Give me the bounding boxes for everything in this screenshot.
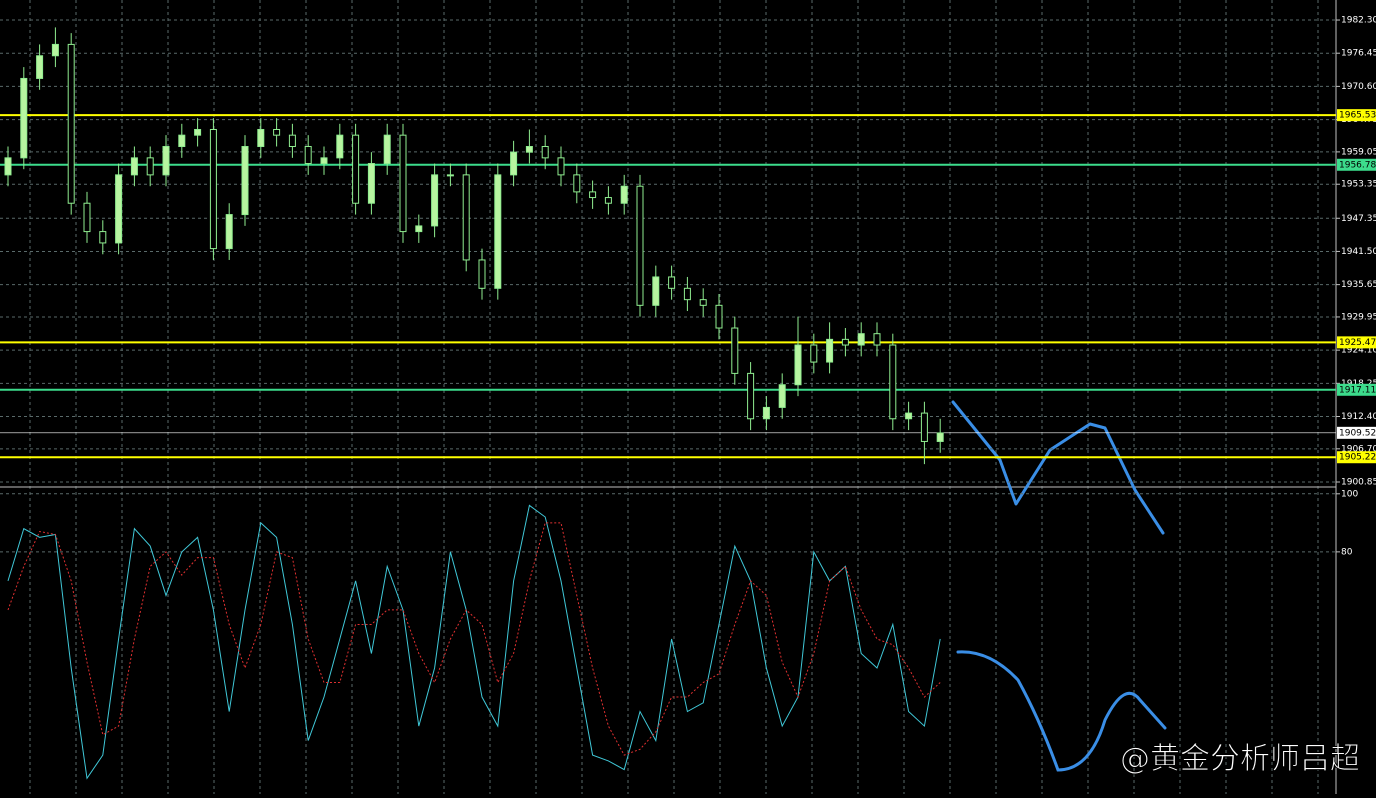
candle-body [826,338,834,363]
candle-body [336,134,344,159]
y-tick-label: 1912.40 [1341,412,1376,422]
candle-body [525,146,533,153]
watermark: @黄金分析师吕超 [1120,742,1360,777]
candle-body [241,146,249,216]
candle-body [288,134,296,148]
candle-body [541,146,549,159]
candle-body [320,157,328,165]
candle-body [367,163,375,204]
candle-body [668,276,676,289]
candle-body [130,157,138,176]
candle-body [699,299,707,306]
candle-body [178,134,186,148]
candle-body [936,432,944,442]
level-label: 1956.78 [1339,160,1376,170]
y-tick-label: 1924.10 [1341,346,1376,356]
candle-body [604,197,612,204]
candle-body [273,128,281,136]
candle-body [478,259,486,289]
candle-body [162,146,170,176]
candle-body [20,77,28,159]
candle-body [352,134,360,204]
candle-body [304,146,312,165]
vertical-grid [29,0,1319,794]
candle-body [873,333,881,346]
y-tick-label: 1976.45 [1341,49,1376,59]
y-tick-label: 1982.30 [1341,16,1376,26]
candle-body [51,43,59,57]
candle-body [810,344,818,363]
candle-body [747,372,755,420]
y-tick-label: 1970.60 [1341,82,1376,92]
level-label-bg [1337,426,1376,439]
y-tick-label: 80 [1341,547,1353,557]
candle-body [67,43,75,204]
candle-body [415,225,423,233]
level-label: 1925.47 [1339,338,1376,348]
y-tick-label: 100 [1341,489,1358,499]
candle-body [225,214,233,250]
candle-body [857,333,865,346]
level-label: 1909.52 [1339,428,1376,438]
candle-body [399,134,407,233]
oscillator-line [7,504,941,780]
candle-body [115,174,123,244]
level-label: 1965.53 [1339,111,1376,121]
candle-body [573,174,581,193]
candle-body [636,185,644,306]
candle-body [4,157,12,176]
candle-body [778,384,786,408]
y-tick-label: 1935.65 [1341,280,1376,290]
candle-body [731,327,739,374]
candle-body [146,157,154,176]
y-tick-label: 1953.35 [1341,180,1376,190]
candle-body [652,276,660,306]
candle-body [494,174,502,289]
y-tick-label: 1959.05 [1341,147,1376,157]
candle-body [194,128,202,136]
candle-body [431,174,439,227]
oscillator-line [7,522,941,756]
candle-body [889,344,897,420]
level-label-bg [1337,158,1376,171]
level-label: 1905.22 [1339,453,1376,463]
candle-body [905,412,913,420]
candle-body [510,151,518,176]
candle-body [383,134,391,165]
level-label-bg [1337,109,1376,122]
projection-price [951,400,1165,535]
candle-body [99,231,107,244]
level-label-bg [1337,383,1376,396]
y-tick-label: 1929.95 [1341,312,1376,322]
candle-body [36,55,44,79]
y-tick-label: 1947.35 [1341,214,1376,224]
candle-body [683,287,691,301]
level-label-bg [1337,451,1376,464]
candle-body [589,191,597,199]
candle-body [83,202,91,233]
level-label-bg [1337,336,1376,349]
candle-body [620,185,628,204]
projection-oscillator [956,650,1167,772]
candle-body [557,157,565,176]
candle-body [715,304,723,329]
candle-body [920,412,928,442]
candle-body [762,406,770,420]
y-tick-label: 1900.85 [1341,478,1376,488]
y-tick-label: 1941.50 [1341,247,1376,257]
candle-body [462,174,470,261]
candle-body [257,128,265,148]
candle-body [209,128,217,250]
level-label: 1917.11 [1339,385,1376,395]
candle-body [446,174,454,177]
candle-body [794,344,802,386]
candle-body [841,338,849,346]
y-tick-label: 1906.70 [1341,444,1376,454]
